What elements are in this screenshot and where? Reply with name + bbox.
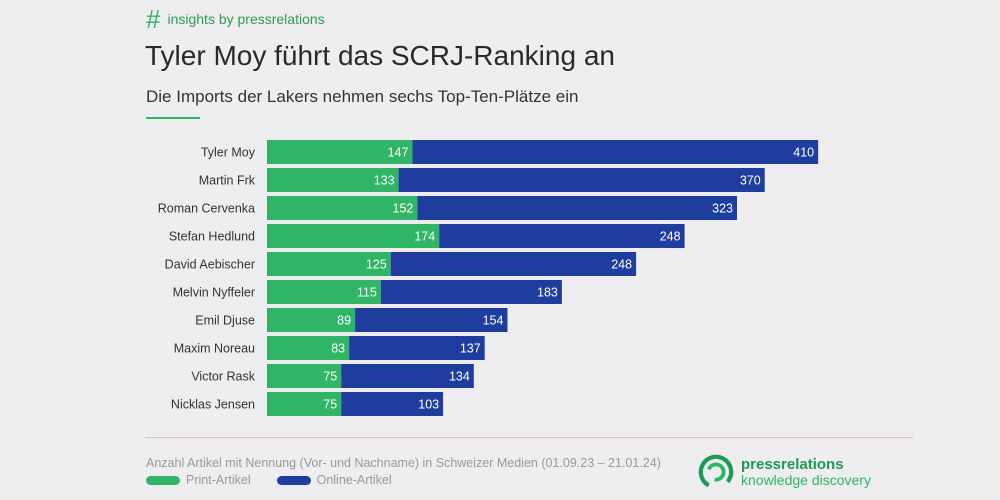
chart-title: Tyler Moy führt das SCRJ-Ranking an <box>145 40 615 71</box>
bar-online <box>355 308 508 332</box>
bar-print <box>267 252 391 276</box>
bar-online <box>412 140 819 164</box>
legend: Print-Artikel Online-Artikel <box>146 473 418 487</box>
pressrelations-logo-icon <box>698 454 734 490</box>
category-label: Stefan Hedlund <box>169 230 255 244</box>
legend-label-print: Print-Artikel <box>186 473 251 487</box>
category-label: Martin Frk <box>199 174 256 188</box>
logo-subtitle: knowledge discovery <box>741 471 871 488</box>
source-note: Anzahl Artikel mit Nennung (Vor- und Nac… <box>146 456 661 470</box>
bar-online <box>390 252 637 276</box>
bar-online <box>398 168 765 192</box>
legend-swatch-print <box>146 475 180 485</box>
legend-item-online: Online-Artikel <box>276 473 392 487</box>
bar-chart: Tyler Moy 147 410 Martin Frk 133 370 Roman Cer… <box>158 140 819 416</box>
legend-swatch-online <box>276 475 311 485</box>
category-label: David Aebischer <box>165 258 255 272</box>
data-label-print: 125 <box>366 258 387 272</box>
hash-icon: # <box>146 4 161 34</box>
bar-print <box>267 336 350 360</box>
bar-print <box>267 280 381 304</box>
data-label-print: 75 <box>323 398 337 412</box>
bar-print <box>267 140 413 164</box>
brand-tag: # insights by pressrelations <box>146 6 325 32</box>
data-label-online: 370 <box>740 174 761 188</box>
category-label: Victor Rask <box>191 370 255 384</box>
footer-divider <box>145 437 913 438</box>
data-label-online: 103 <box>418 398 439 412</box>
data-label-online: 137 <box>460 342 481 356</box>
data-label-print: 83 <box>331 342 345 356</box>
data-label-online: 134 <box>449 370 470 384</box>
data-label-online: 323 <box>712 202 733 216</box>
bar-print <box>267 168 399 192</box>
bar-online <box>341 392 444 416</box>
category-label: Melvin Nyffeler <box>173 286 255 300</box>
data-label-print: 152 <box>393 202 414 216</box>
legend-label-online: Online-Artikel <box>316 473 392 487</box>
brand-tag-text: insights by pressrelations <box>167 11 325 27</box>
chart-subtitle: Die Imports der Lakers nehmen sechs Top-… <box>146 87 579 106</box>
legend-item-print: Print-Artikel <box>146 473 251 487</box>
data-label-online: 183 <box>537 286 558 300</box>
data-label-print: 75 <box>323 370 337 384</box>
bar-print <box>267 196 418 220</box>
category-label: Nicklas Jensen <box>171 398 255 412</box>
pressrelations-logo: pressrelations knowledge discovery <box>697 453 871 491</box>
data-label-print: 89 <box>337 314 351 328</box>
data-label-online: 410 <box>793 146 814 160</box>
bar-online <box>380 280 562 304</box>
category-label: Emil Djuse <box>195 314 255 328</box>
bar-online <box>417 196 738 220</box>
data-label-online: 248 <box>660 230 681 244</box>
bar-online <box>341 364 474 388</box>
bar-print <box>267 224 440 248</box>
data-label-online: 154 <box>483 314 504 328</box>
accent-divider <box>146 117 200 119</box>
bar-online <box>439 224 685 248</box>
category-label: Roman Cervenka <box>158 202 255 216</box>
data-label-print: 115 <box>357 286 377 300</box>
data-label-print: 174 <box>414 230 435 244</box>
data-label-print: 133 <box>374 174 395 188</box>
logo-name: pressrelations <box>741 455 844 473</box>
category-label: Maxim Noreau <box>174 342 255 356</box>
data-label-print: 147 <box>388 146 409 160</box>
bar-print <box>267 364 342 388</box>
data-label-online: 248 <box>611 258 632 272</box>
bar-print <box>267 308 356 332</box>
bar-online <box>349 336 485 360</box>
bar-print <box>267 392 342 416</box>
category-label: Tyler Moy <box>201 146 256 160</box>
